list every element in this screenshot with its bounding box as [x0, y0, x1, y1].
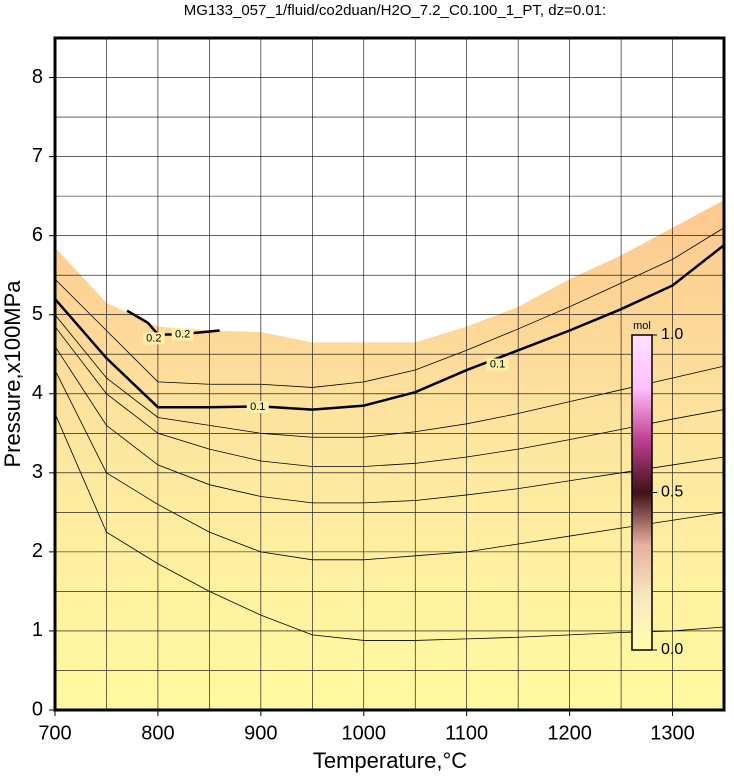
contour-label: 0.1 — [490, 358, 505, 370]
y-tick-label: 1 — [32, 619, 43, 641]
colorbar-tick-label: 0.0 — [661, 641, 683, 658]
x-axis-title: Temperature,°C — [313, 748, 467, 773]
y-tick-label: 6 — [32, 224, 43, 246]
contour-label-bg — [246, 401, 269, 414]
colorbar-tick-label: 1.0 — [661, 326, 683, 343]
y-tick-label: 0 — [32, 698, 43, 720]
colorbar-label: mol — [633, 320, 651, 332]
contour-line — [54, 314, 725, 438]
y-tick-label: 5 — [32, 303, 43, 325]
y-tick-label: 8 — [32, 66, 43, 88]
x-tick-label: 1100 — [445, 722, 488, 744]
contour-line — [54, 413, 725, 641]
chart-title: MG133_057_1/fluid/co2duan/H2O_7.2_C0.100… — [184, 2, 606, 19]
plot-frame — [53, 36, 726, 712]
contour-label-bg — [142, 332, 165, 345]
contour-label-bg — [486, 358, 509, 371]
contour-label: 0.2 — [175, 328, 190, 340]
contour-line — [54, 326, 725, 467]
x-tick-label: 700 — [38, 722, 71, 744]
contour-line — [54, 244, 725, 411]
contour-label: 0.2 — [146, 332, 161, 344]
x-tick-label: 900 — [244, 722, 277, 744]
x-tick-label: 1000 — [342, 722, 387, 744]
contour-label-bg — [171, 328, 194, 341]
y-tick-label: 3 — [32, 461, 43, 483]
contour-label: 0.1 — [250, 401, 265, 413]
y-axis-title: Pressure,x100MPa — [0, 280, 25, 468]
contour-line — [54, 369, 725, 561]
y-tick-label: 4 — [32, 382, 43, 404]
y-tick-label: 2 — [32, 540, 43, 562]
x-tick-label: 800 — [141, 722, 174, 744]
contour-line — [54, 346, 725, 504]
colorbar-tick-label: 0.5 — [661, 484, 683, 501]
colorbar — [631, 334, 653, 651]
x-tick-label: 1300 — [650, 722, 695, 744]
data-field — [55, 200, 724, 710]
y-tick-label: 7 — [32, 145, 43, 167]
contour-line — [54, 227, 725, 388]
x-tick-label: 1200 — [547, 722, 592, 744]
